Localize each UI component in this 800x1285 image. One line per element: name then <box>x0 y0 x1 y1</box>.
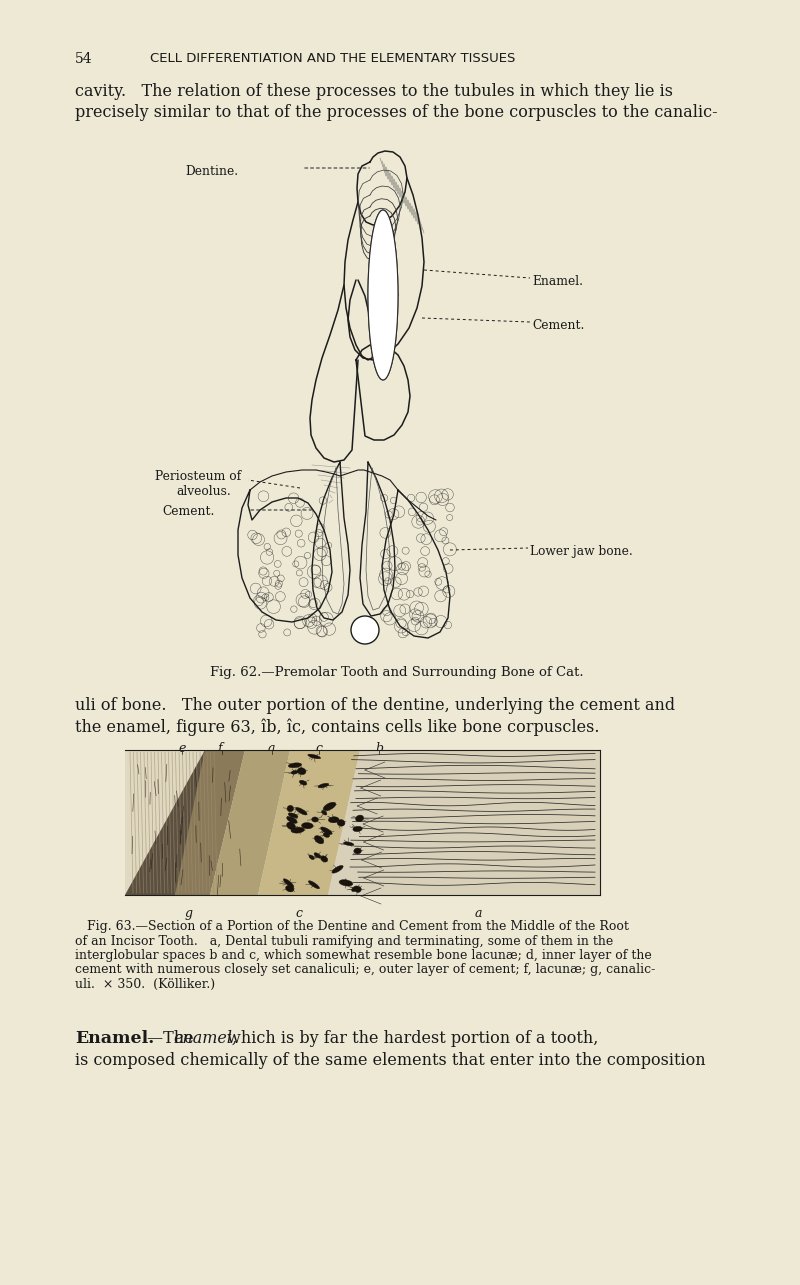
Ellipse shape <box>339 880 353 887</box>
Text: —The: —The <box>147 1031 198 1047</box>
Ellipse shape <box>323 802 336 811</box>
Ellipse shape <box>312 817 318 822</box>
Text: Lower jaw bone.: Lower jaw bone. <box>530 545 633 558</box>
Text: enamel,: enamel, <box>173 1031 237 1047</box>
Polygon shape <box>175 750 245 894</box>
Text: of an Incisor Tooth.   a, Dental tubuli ramifying and terminating, some of them : of an Incisor Tooth. a, Dental tubuli ra… <box>75 934 614 947</box>
Ellipse shape <box>288 763 302 767</box>
Ellipse shape <box>321 856 328 862</box>
Circle shape <box>351 616 379 644</box>
Ellipse shape <box>286 816 297 824</box>
Ellipse shape <box>308 754 321 758</box>
Ellipse shape <box>314 835 324 844</box>
Ellipse shape <box>322 811 327 815</box>
Polygon shape <box>210 750 290 894</box>
Ellipse shape <box>323 833 330 838</box>
Text: Fig. 62.—Premolar Tooth and Surrounding Bone of Cat.: Fig. 62.—Premolar Tooth and Surrounding … <box>210 666 584 678</box>
Text: Dentine.: Dentine. <box>185 164 238 179</box>
Ellipse shape <box>308 880 319 889</box>
Text: interglobular spaces b and c, which somewhat resemble bone lacunæ; d, inner laye: interglobular spaces b and c, which some… <box>75 950 652 962</box>
Text: cement with numerous closely set canaliculi; e, outer layer of cement; f, lacunæ: cement with numerous closely set canalic… <box>75 964 655 977</box>
Text: Enamel.: Enamel. <box>532 275 583 288</box>
Ellipse shape <box>287 806 294 812</box>
Ellipse shape <box>288 813 298 817</box>
Ellipse shape <box>283 879 294 888</box>
Ellipse shape <box>337 820 345 826</box>
Text: CELL DIFFERENTIATION AND THE ELEMENTARY TISSUES: CELL DIFFERENTIATION AND THE ELEMENTARY … <box>150 51 515 66</box>
Text: c: c <box>295 907 302 920</box>
Ellipse shape <box>291 771 298 774</box>
Text: c: c <box>315 741 322 756</box>
Ellipse shape <box>354 848 362 855</box>
Text: precisely similar to that of the processes of the bone corpuscles to the canalic: precisely similar to that of the process… <box>75 104 718 121</box>
Text: is composed chemically of the same elements that enter into the composition: is composed chemically of the same eleme… <box>75 1052 706 1069</box>
Text: f: f <box>218 741 222 756</box>
Text: 54: 54 <box>75 51 93 66</box>
Text: the enamel, figure 63, îb, îc, contains cells like bone corpuscles.: the enamel, figure 63, îb, îc, contains … <box>75 718 599 735</box>
Ellipse shape <box>296 807 307 815</box>
Text: e: e <box>178 741 186 756</box>
Ellipse shape <box>343 842 354 846</box>
Text: g: g <box>185 907 193 920</box>
Ellipse shape <box>286 822 295 830</box>
Text: uli of bone.   The outer portion of the dentine, underlying the cement and: uli of bone. The outer portion of the de… <box>75 696 675 714</box>
Text: alveolus.: alveolus. <box>176 484 230 499</box>
Text: uli.  × 350.  (Kölliker.): uli. × 350. (Kölliker.) <box>75 978 215 991</box>
Ellipse shape <box>351 885 358 892</box>
Ellipse shape <box>332 865 343 873</box>
Ellipse shape <box>328 817 339 822</box>
Ellipse shape <box>291 828 305 833</box>
Ellipse shape <box>314 853 321 858</box>
Polygon shape <box>258 750 360 894</box>
Text: b: b <box>375 741 383 756</box>
Ellipse shape <box>299 780 307 785</box>
Text: a: a <box>475 907 482 920</box>
Ellipse shape <box>355 887 362 892</box>
Polygon shape <box>368 209 398 380</box>
Ellipse shape <box>321 828 332 834</box>
Ellipse shape <box>355 815 364 822</box>
Ellipse shape <box>309 855 314 860</box>
Ellipse shape <box>298 767 306 775</box>
Text: Cement.: Cement. <box>162 505 214 518</box>
Polygon shape <box>328 750 600 894</box>
Bar <box>125 750 600 894</box>
Text: Cement.: Cement. <box>532 319 584 332</box>
Text: which is by far the hardest portion of a tooth,: which is by far the hardest portion of a… <box>222 1031 598 1047</box>
Text: Fig. 63.—Section of a Portion of the Dentine and Cement from the Middle of the R: Fig. 63.—Section of a Portion of the Den… <box>75 920 629 933</box>
Text: cavity.   The relation of these processes to the tubules in which they lie is: cavity. The relation of these processes … <box>75 84 673 100</box>
Ellipse shape <box>353 826 362 831</box>
Ellipse shape <box>302 822 313 829</box>
Text: Enamel.: Enamel. <box>75 1031 154 1047</box>
Ellipse shape <box>286 885 294 892</box>
Ellipse shape <box>318 784 329 788</box>
Text: Periosteum of: Periosteum of <box>155 470 241 483</box>
Text: a: a <box>268 741 275 756</box>
Polygon shape <box>125 750 240 894</box>
